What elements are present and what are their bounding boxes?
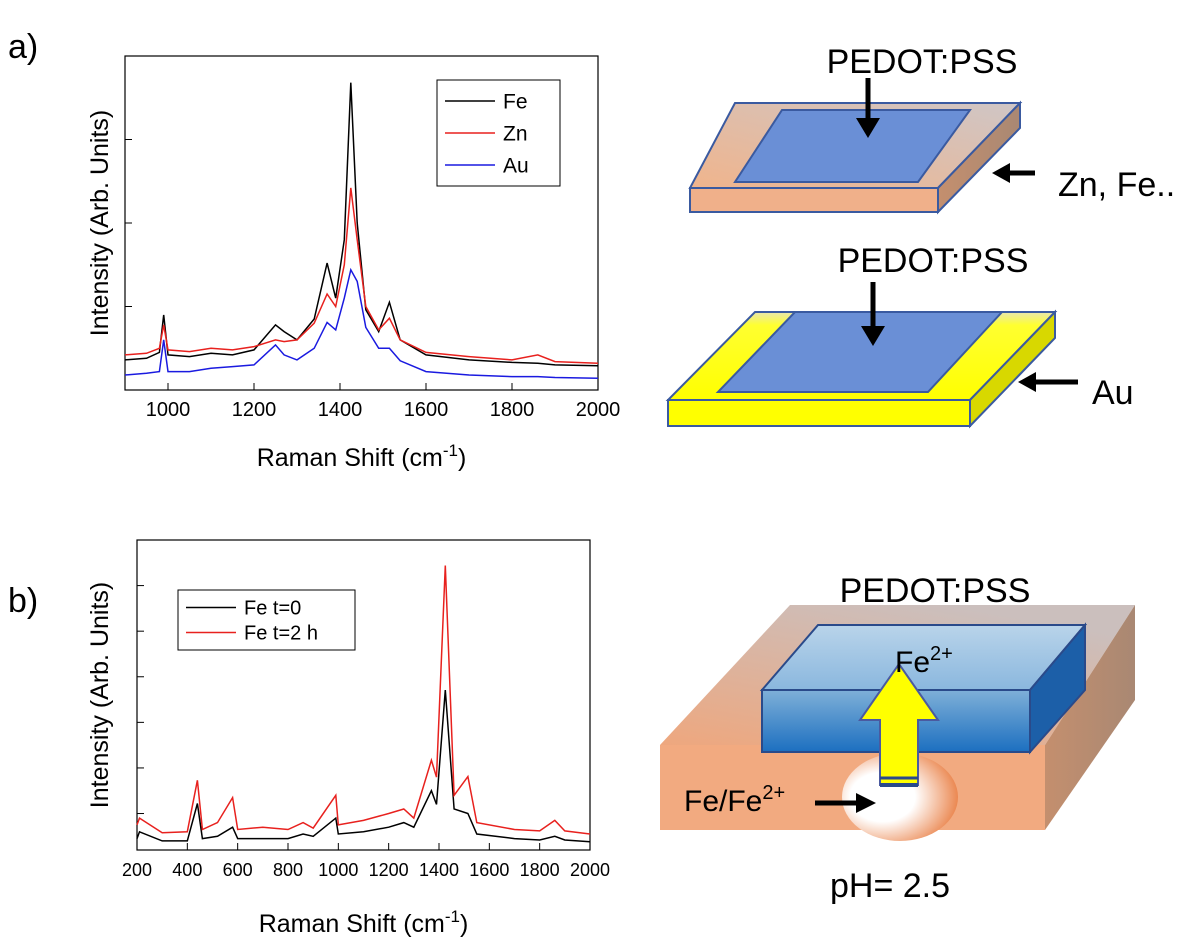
arrow-head bbox=[861, 326, 885, 346]
x-tick-label: 1000 bbox=[318, 860, 358, 880]
source-label: Fe/Fe2+ bbox=[684, 782, 785, 818]
x-tick-label: 1800 bbox=[520, 860, 560, 880]
chart: 200 400 600 800 1000 1200 1400 1600 1800 2000 Inte… bbox=[86, 539, 610, 938]
arrow-head bbox=[856, 793, 876, 813]
legend-label: Zn bbox=[503, 123, 528, 146]
x-tick-label: 1400 bbox=[419, 860, 459, 880]
polymer-film bbox=[715, 311, 1005, 393]
x-tick-label: 1000 bbox=[146, 399, 191, 421]
arrow-head bbox=[1018, 372, 1036, 392]
layer-label: PEDOT:PSS bbox=[838, 242, 1029, 280]
x-axis-title: Raman Shift (cm-1) bbox=[259, 907, 469, 938]
x-tick-label: 2000 bbox=[570, 860, 610, 880]
x-tick-label: 1600 bbox=[469, 860, 509, 880]
device-bottom: PEDOT:PSS Fe2+ Fe/Fe2+ pH= 2.5 bbox=[660, 572, 1135, 905]
condition-label: pH= 2.5 bbox=[830, 867, 950, 905]
spectrum bbox=[124, 82, 599, 367]
substrate-label: Zn, Fe.. bbox=[1058, 166, 1175, 204]
ion-charge: 2+ bbox=[930, 643, 953, 665]
substrate-front bbox=[667, 399, 971, 427]
ion-arrow bbox=[858, 662, 940, 786]
x-axis-title-text: ) bbox=[460, 910, 468, 938]
x-tick-label: 800 bbox=[273, 860, 303, 880]
x-tick-label: 1200 bbox=[369, 860, 409, 880]
x-tick-label: 1400 bbox=[318, 399, 363, 421]
substrate-side bbox=[969, 309, 1056, 429]
device-middle: PEDOT:PSS Au bbox=[665, 242, 1134, 429]
x-tick-label: 600 bbox=[223, 860, 253, 880]
layer-label: PEDOT:PSS bbox=[840, 572, 1031, 610]
chart: 1000 1200 1400 1600 1800 2000 Intensity (Arb. … bbox=[86, 55, 621, 472]
film-side bbox=[1029, 622, 1086, 755]
y-axis-title: Intensity (Arb. Units) bbox=[86, 110, 114, 336]
substrate-label: Au bbox=[1092, 374, 1134, 412]
substrate-front bbox=[689, 187, 939, 213]
x-axis-title-text: ) bbox=[458, 444, 466, 472]
legend-label: Au bbox=[503, 155, 529, 178]
spectrum bbox=[136, 565, 591, 835]
ion-base: Fe bbox=[895, 646, 930, 679]
legend-box bbox=[177, 589, 356, 651]
x-tick-label: 200 bbox=[122, 860, 152, 880]
spectrum bbox=[136, 689, 591, 843]
legend-label: Fe t=2 h bbox=[244, 623, 318, 645]
x-axis-title-sup: -1 bbox=[443, 441, 458, 460]
x-axis-title-sup: -1 bbox=[445, 907, 460, 926]
panel-label: a) bbox=[8, 28, 38, 66]
charts: 1000 1200 1400 1600 1800 2000 Intensity (Arb. … bbox=[86, 55, 621, 938]
x-tick-label: 1800 bbox=[490, 399, 535, 421]
legend-label: Fe t=0 bbox=[244, 598, 301, 620]
legend-label: Fe bbox=[503, 91, 528, 114]
substrate-side bbox=[937, 100, 1021, 215]
corrosion-pit bbox=[842, 753, 958, 841]
x-tick-label: 400 bbox=[172, 860, 202, 880]
spectrum bbox=[124, 267, 599, 380]
panel-label: b) bbox=[8, 582, 38, 620]
substrate-side bbox=[1045, 605, 1135, 830]
plot-frame bbox=[136, 539, 591, 851]
polymer-film bbox=[733, 109, 972, 183]
device-top: PEDOT:PSS Zn, Fe.. bbox=[688, 43, 1175, 215]
x-axis-title: Raman Shift (cm-1) bbox=[257, 441, 467, 472]
x-axis-title-text: Raman Shift (cm bbox=[259, 910, 445, 938]
arrow-head bbox=[856, 118, 880, 138]
layer-label: PEDOT:PSS bbox=[827, 43, 1018, 81]
source-charge: 2+ bbox=[762, 782, 785, 804]
x-tick-label: 1200 bbox=[232, 399, 277, 421]
x-tick-label: 2000 bbox=[576, 399, 621, 421]
arrow-head bbox=[992, 163, 1010, 183]
ion-label: Fe2+ bbox=[895, 643, 953, 679]
spectrum bbox=[124, 187, 599, 365]
x-tick-label: 1600 bbox=[404, 399, 449, 421]
y-axis-title: Intensity (Arb. Units) bbox=[86, 582, 114, 808]
source-base: Fe/Fe bbox=[684, 785, 762, 818]
x-axis-title-text: Raman Shift (cm bbox=[257, 444, 443, 472]
